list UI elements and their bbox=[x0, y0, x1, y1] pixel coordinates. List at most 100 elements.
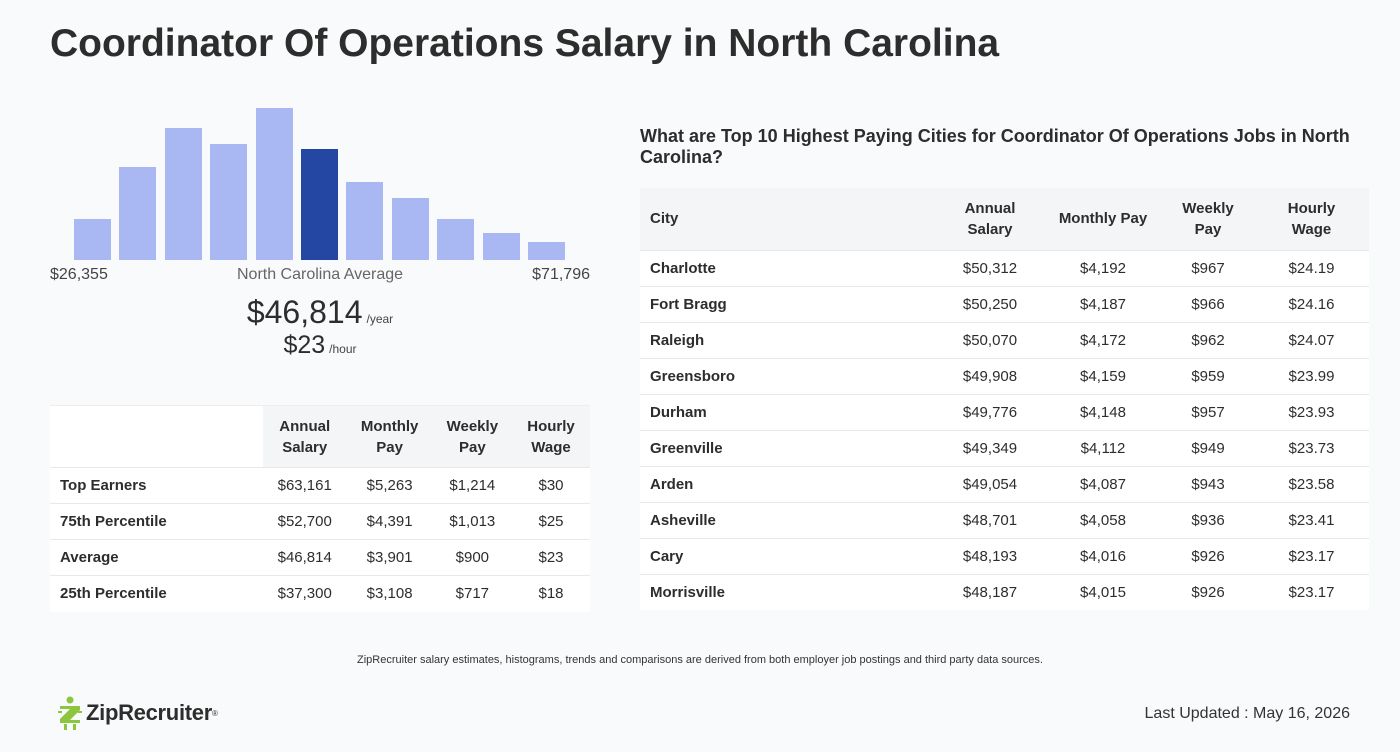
city-cell: $23.17 bbox=[1254, 573, 1369, 610]
percentile-cell: $1,214 bbox=[432, 467, 513, 504]
city-cell: $49,054 bbox=[936, 465, 1044, 502]
cities-table: City Annual Salary Monthly Pay Weekly Pay Ho… bbox=[640, 188, 1369, 610]
percentile-cell: $1,013 bbox=[432, 503, 513, 540]
city-row: Greenville $49,349 $4,112 $949 $23.73 bbox=[640, 429, 1369, 466]
ziprecruiter-logo[interactable]: ZipRecruiter ® bbox=[58, 696, 218, 730]
percentile-header: Hourly Wage bbox=[512, 405, 590, 468]
city-row: Durham $49,776 $4,148 $957 $23.93 bbox=[640, 393, 1369, 430]
city-row: Asheville $48,701 $4,058 $936 $23.41 bbox=[640, 501, 1369, 538]
city-cell: $959 bbox=[1162, 357, 1254, 394]
city-cell: $23.17 bbox=[1254, 537, 1369, 574]
city-cell: $957 bbox=[1162, 393, 1254, 430]
percentile-row: Top Earners $63,161 $5,263 $1,214 $30 bbox=[50, 467, 590, 504]
city-row-label: Greensboro bbox=[640, 357, 936, 394]
city-cell: $926 bbox=[1162, 573, 1254, 610]
percentile-cell: $3,901 bbox=[346, 539, 433, 576]
percentile-header: Annual Salary bbox=[262, 405, 347, 468]
city-cell: $962 bbox=[1162, 321, 1254, 358]
city-row: Greensboro $49,908 $4,159 $959 $23.99 bbox=[640, 357, 1369, 394]
percentile-row-label: 25th Percentile bbox=[50, 575, 263, 612]
percentile-cell: $63,161 bbox=[262, 467, 347, 504]
city-row: Fort Bragg $50,250 $4,187 $966 $24.16 bbox=[640, 285, 1369, 322]
city-cell: $926 bbox=[1162, 537, 1254, 574]
city-row: Charlotte $50,312 $4,192 $967 $24.19 bbox=[640, 249, 1369, 286]
city-cell: $967 bbox=[1162, 249, 1254, 286]
city-cell: $24.19 bbox=[1254, 249, 1369, 286]
average-yearly-value: $46,814 bbox=[246, 294, 363, 330]
city-row: Raleigh $50,070 $4,172 $962 $24.07 bbox=[640, 321, 1369, 358]
histogram-bar bbox=[119, 167, 157, 260]
percentile-cell: $37,300 bbox=[262, 575, 347, 612]
city-row-label: Raleigh bbox=[640, 321, 936, 358]
city-cell: $23.58 bbox=[1254, 465, 1369, 502]
percentile-row: 75th Percentile $52,700 $4,391 $1,013 $25 bbox=[50, 503, 590, 540]
city-cell: $23.41 bbox=[1254, 501, 1369, 538]
city-cell: $23.99 bbox=[1254, 357, 1369, 394]
page-title: Coordinator Of Operations Salary in Nort… bbox=[50, 22, 1000, 65]
average-yearly-unit: /year bbox=[366, 312, 394, 326]
percentile-header bbox=[50, 405, 263, 468]
city-cell: $49,908 bbox=[936, 357, 1044, 394]
percentile-row: Average $46,814 $3,901 $900 $23 bbox=[50, 539, 590, 576]
city-cell: $4,172 bbox=[1044, 321, 1162, 358]
disclaimer: ZipRecruiter salary estimates, histogram… bbox=[357, 654, 1043, 666]
city-row-label: Asheville bbox=[640, 501, 936, 538]
histogram-bar bbox=[482, 232, 520, 260]
ziprecruiter-logo-icon bbox=[58, 696, 82, 730]
histogram-bar bbox=[74, 218, 111, 260]
percentile-cell: $3,108 bbox=[346, 575, 433, 612]
city-cell: $4,058 bbox=[1044, 501, 1162, 538]
percentile-row-label: Average bbox=[50, 539, 263, 576]
city-cell: $49,349 bbox=[936, 429, 1044, 466]
city-row: Arden $49,054 $4,087 $943 $23.58 bbox=[640, 465, 1369, 502]
city-cell: $24.07 bbox=[1254, 321, 1369, 358]
city-cell: $48,701 bbox=[936, 501, 1044, 538]
city-header: Weekly Pay bbox=[1162, 188, 1254, 250]
histogram-bar bbox=[346, 182, 384, 260]
city-row: Cary $48,193 $4,016 $926 $23.17 bbox=[640, 537, 1369, 574]
city-cell: $50,250 bbox=[936, 285, 1044, 322]
cities-title: What are Top 10 Highest Paying Cities fo… bbox=[640, 126, 1350, 167]
histogram-min-label: $26,355 bbox=[50, 266, 108, 283]
city-cell: $966 bbox=[1162, 285, 1254, 322]
percentile-cell: $23 bbox=[512, 539, 590, 576]
histogram-avg-label: North Carolina Average bbox=[236, 266, 404, 283]
city-cell: $4,187 bbox=[1044, 285, 1162, 322]
city-cell: $4,087 bbox=[1044, 465, 1162, 502]
percentile-row-label: 75th Percentile bbox=[50, 503, 263, 540]
histogram-bar bbox=[391, 197, 429, 260]
city-cell: $50,070 bbox=[936, 321, 1044, 358]
city-cell: $4,192 bbox=[1044, 249, 1162, 286]
percentile-row: 25th Percentile $37,300 $3,108 $717 $18 bbox=[50, 575, 590, 612]
city-cell: $4,159 bbox=[1044, 357, 1162, 394]
city-header: City bbox=[640, 188, 936, 250]
percentile-cell: $18 bbox=[512, 575, 590, 612]
average-hourly-value: $23 bbox=[283, 331, 326, 359]
logo-text: ZipRecruiter bbox=[86, 700, 212, 725]
percentile-cell: $25 bbox=[512, 503, 590, 540]
city-cell: $48,193 bbox=[936, 537, 1044, 574]
city-cell: $949 bbox=[1162, 429, 1254, 466]
city-cell: $50,312 bbox=[936, 249, 1044, 286]
city-cell: $4,016 bbox=[1044, 537, 1162, 574]
histogram-labels: $26,355 North Carolina Average $71,796 bbox=[50, 266, 590, 286]
logo-registered-mark: ® bbox=[211, 708, 218, 718]
percentile-header: Monthly Pay bbox=[346, 405, 433, 468]
city-header: Monthly Pay bbox=[1044, 188, 1162, 250]
percentile-cell: $717 bbox=[432, 575, 513, 612]
city-cell: $23.73 bbox=[1254, 429, 1369, 466]
city-row-label: Cary bbox=[640, 537, 936, 574]
histogram-bar bbox=[255, 108, 293, 260]
salary-histogram bbox=[50, 100, 590, 260]
histogram-bar bbox=[210, 144, 248, 260]
city-row-label: Morrisville bbox=[640, 573, 936, 610]
city-cell: $23.93 bbox=[1254, 393, 1369, 430]
city-header: Annual Salary bbox=[936, 188, 1044, 250]
percentile-header: Weekly Pay bbox=[432, 405, 513, 468]
histogram-max-label: $71,796 bbox=[532, 266, 590, 283]
city-row-label: Durham bbox=[640, 393, 936, 430]
percentile-table: Annual Salary Monthly Pay Weekly Pay Hourly… bbox=[50, 405, 590, 612]
percentile-cell: $5,263 bbox=[346, 467, 433, 504]
city-cell: $4,015 bbox=[1044, 573, 1162, 610]
last-updated: Last Updated : May 16, 2026 bbox=[1144, 705, 1350, 722]
